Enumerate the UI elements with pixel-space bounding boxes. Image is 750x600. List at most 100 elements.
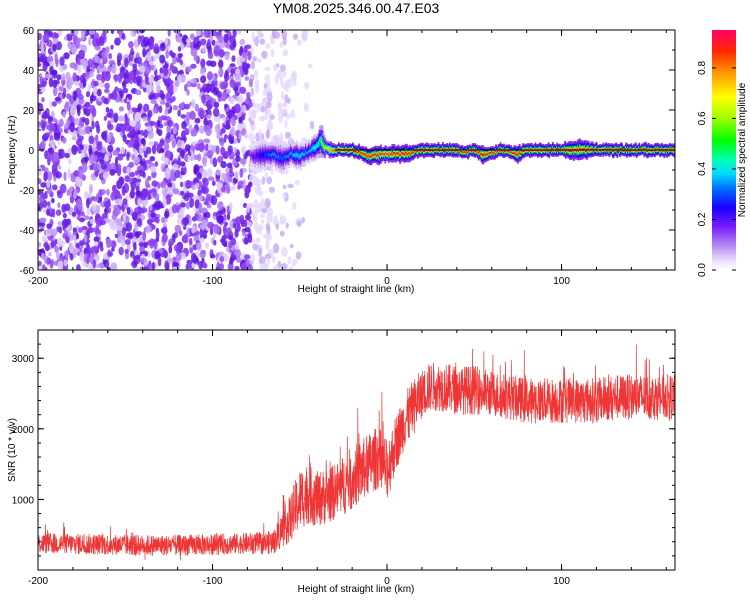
- noise-speckle: [242, 182, 246, 190]
- noise-speckle: [259, 264, 266, 270]
- noise-speckle: [63, 259, 68, 267]
- noise-speckle: [241, 262, 247, 270]
- noise-speckle: [185, 38, 191, 44]
- band-cell: [275, 154, 278, 159]
- noise-speckle: [242, 202, 248, 208]
- noise-speckle: [142, 138, 146, 147]
- spectrogram-x-ticks: -200 -100 0 100: [28, 30, 667, 287]
- noise-speckle: [265, 233, 273, 241]
- noise-speckle: [275, 134, 281, 144]
- noise-speckle: [73, 170, 80, 177]
- noise-speckle: [176, 139, 183, 150]
- noise-speckle: [88, 183, 93, 194]
- noise-speckle: [230, 139, 235, 144]
- noise-speckle: [229, 63, 236, 68]
- noise-speckle: [252, 112, 257, 120]
- noise-speckle: [211, 40, 215, 46]
- noise-speckle: [75, 176, 81, 187]
- noise-speckle: [248, 265, 253, 270]
- noise-speckle: [72, 90, 78, 101]
- noise-speckle: [139, 65, 146, 73]
- noise-speckle: [143, 103, 150, 113]
- noise-speckle: [72, 234, 77, 241]
- noise-speckle: [176, 218, 181, 225]
- noise-speckle: [117, 163, 122, 173]
- noise-speckle: [171, 204, 178, 214]
- noise-speckle: [230, 126, 236, 137]
- noise-speckle: [247, 221, 253, 229]
- noise-speckle: [95, 134, 99, 142]
- noise-speckle: [149, 121, 156, 126]
- band-cell: [641, 148, 644, 151]
- noise-speckle: [130, 188, 135, 199]
- noise-speckle: [124, 139, 130, 145]
- noise-speckle: [151, 93, 156, 99]
- noise-speckle: [84, 101, 91, 108]
- noise-speckle: [40, 54, 45, 62]
- noise-speckle: [235, 81, 241, 87]
- noise-speckle: [83, 247, 88, 255]
- band-cell: [278, 156, 281, 160]
- noise-speckle: [176, 36, 183, 43]
- noise-speckle: [41, 235, 48, 243]
- noise-speckle: [198, 167, 204, 173]
- noise-speckle: [202, 157, 207, 167]
- noise-speckle: [110, 44, 114, 50]
- noise-speckle: [134, 150, 139, 158]
- noise-speckle: [213, 45, 221, 55]
- noise-speckle: [78, 217, 86, 223]
- noise-speckle: [84, 215, 90, 220]
- noise-speckle: [168, 245, 173, 254]
- noise-speckle: [106, 188, 110, 196]
- noise-speckle: [104, 88, 110, 94]
- noise-speckle: [147, 131, 154, 140]
- noise-speckle: [147, 218, 153, 226]
- noise-speckle: [279, 75, 284, 87]
- noise-speckle: [208, 176, 215, 182]
- band-cell: [271, 151, 274, 155]
- band-cell: [511, 152, 514, 154]
- noise-speckle: [91, 203, 97, 212]
- noise-speckle: [165, 167, 171, 174]
- noise-speckle: [297, 39, 302, 46]
- noise-speckle: [106, 133, 112, 143]
- noise-speckle: [61, 63, 68, 71]
- noise-speckle: [229, 96, 235, 104]
- colorbar-tick-label: 0.2: [697, 212, 708, 226]
- noise-speckle: [131, 107, 137, 113]
- noise-speckle: [193, 164, 200, 173]
- noise-speckle: [67, 231, 72, 238]
- noise-speckle: [135, 89, 142, 96]
- noise-speckle: [229, 202, 233, 212]
- noise-speckle: [84, 234, 88, 243]
- band-cell: [563, 149, 566, 152]
- noise-speckle: [183, 194, 190, 202]
- noise-speckle: [281, 246, 288, 257]
- noise-speckle: [66, 76, 72, 85]
- noise-speckle: [253, 199, 259, 207]
- noise-speckle: [95, 223, 100, 234]
- noise-speckle: [273, 243, 280, 254]
- noise-speckle: [124, 175, 131, 183]
- noise-speckle: [179, 59, 184, 66]
- noise-speckle: [282, 191, 287, 200]
- noise-speckle: [248, 181, 253, 188]
- noise-speckle: [118, 177, 125, 186]
- noise-speckle: [200, 75, 207, 84]
- noise-speckle: [287, 78, 293, 89]
- noise-speckle: [223, 72, 230, 82]
- noise-speckle: [38, 205, 41, 211]
- noise-speckle: [264, 74, 271, 83]
- band-cell: [593, 148, 596, 151]
- noise-speckle: [93, 241, 99, 247]
- noise-speckle: [93, 236, 100, 243]
- noise-speckle: [243, 133, 249, 139]
- x-tick-label: 100: [553, 576, 570, 587]
- band-cell: [556, 148, 559, 150]
- noise-speckle: [281, 90, 285, 100]
- noise-speckle: [160, 148, 165, 153]
- noise-speckle: [261, 50, 268, 59]
- noise-speckle: [226, 212, 231, 221]
- noise-speckle: [261, 176, 265, 185]
- noise-speckle: [201, 44, 207, 53]
